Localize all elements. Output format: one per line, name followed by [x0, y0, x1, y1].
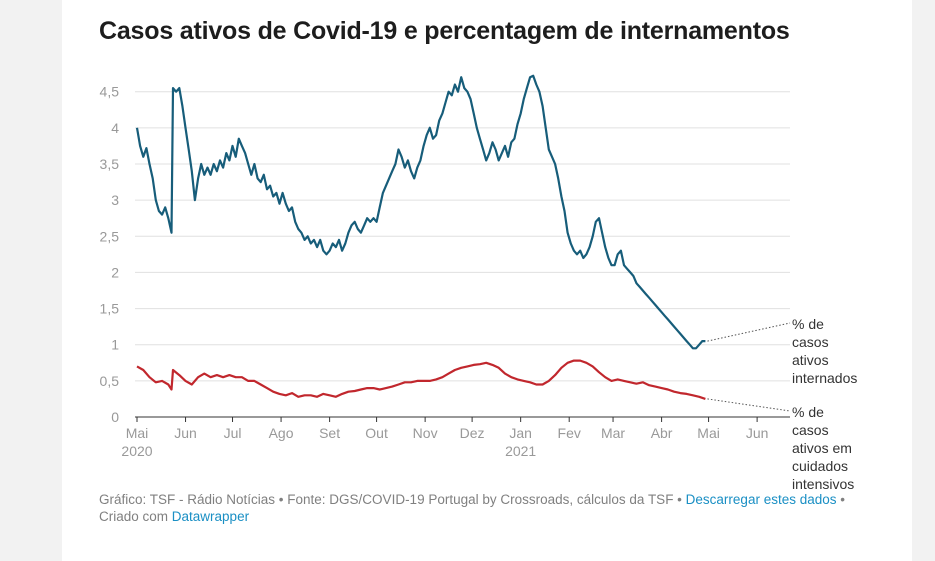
x-tick-label: Fev — [558, 425, 581, 441]
series-line-icu — [136, 359, 706, 400]
x-tick-label: Nov — [413, 425, 438, 441]
y-tick-label: 1 — [111, 337, 119, 353]
x-tick-label: Jul — [224, 425, 242, 441]
x-tick-label: Set — [319, 425, 340, 441]
annotation-hospitalized-line: casos — [792, 334, 829, 350]
x-tick-label: Ago — [269, 425, 294, 441]
x-tick-label: Out — [365, 425, 388, 441]
annotation-connector — [707, 398, 791, 412]
y-tick-label: 2,5 — [100, 228, 120, 244]
y-tick-label: 3,5 — [100, 156, 120, 172]
annotation-icu-line: casos — [792, 422, 829, 438]
footer-created-with: Criado com — [99, 509, 172, 524]
y-tick-label: 0,5 — [100, 373, 120, 389]
annotation-connector — [707, 322, 791, 342]
datawrapper-link[interactable]: Datawrapper — [171, 509, 250, 524]
chart-card: Casos ativos de Covid-19 e percentagem d… — [62, 0, 912, 561]
x-tick-label: Mai — [126, 425, 149, 441]
chart-title: Casos ativos de Covid-19 e percentagem d… — [99, 17, 790, 45]
x-tick-label: Abr — [651, 425, 673, 441]
y-tick-label: 4,5 — [100, 84, 120, 100]
y-tick-label: 1,5 — [100, 301, 120, 317]
y-tick-label: 3 — [111, 192, 119, 208]
x-tick-year-label: 2021 — [505, 443, 536, 459]
y-tick-label: 4 — [111, 120, 119, 136]
x-tick-label: Jan — [509, 425, 532, 441]
x-tick-label: Dez — [460, 425, 485, 441]
x-tick-label: Mar — [601, 425, 625, 441]
annotation-hospitalized-line: ativos — [792, 352, 829, 368]
footer-source: Gráfico: TSF - Rádio Notícias • Fonte: D… — [99, 492, 686, 507]
annotation-icu-line: intensivos — [792, 476, 854, 492]
annotation-icu-line: ativos em — [792, 440, 852, 456]
series-line-hospitalized — [135, 74, 706, 350]
footer-separator: • — [836, 492, 845, 507]
y-tick-label: 0 — [111, 409, 119, 425]
download-data-link[interactable]: Descarregar estes dados — [685, 492, 837, 507]
annotation-hospitalized-line: % de — [792, 316, 824, 332]
y-tick-label: 2 — [111, 264, 119, 280]
x-tick-label: Jun — [174, 425, 197, 441]
annotation-icu-line: % de — [792, 404, 824, 420]
annotation-icu-line: cuidados — [792, 458, 848, 474]
x-tick-year-label: 2020 — [121, 443, 152, 459]
x-tick-label: Jun — [746, 425, 769, 441]
chart-footer: Gráfico: TSF - Rádio Notícias • Fonte: D… — [99, 491, 845, 525]
annotation-hospitalized-line: internados — [792, 370, 857, 386]
x-tick-label: Mai — [697, 425, 720, 441]
line-chart: 0 0,5 1 1,5 2 2,5 3 3,5 4 4,5 Mai 2020 Jun Jul Ago Set… — [100, 74, 857, 492]
